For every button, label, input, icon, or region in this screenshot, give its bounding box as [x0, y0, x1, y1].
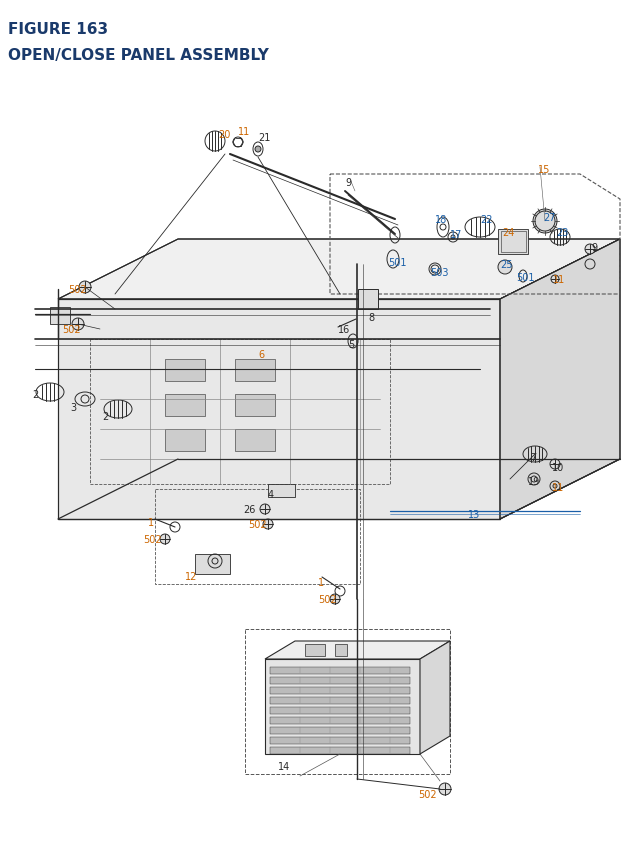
Text: 7: 7	[530, 453, 536, 462]
Bar	[270, 687, 410, 694]
Circle shape	[72, 319, 84, 331]
Text: 11: 11	[238, 127, 250, 137]
Circle shape	[550, 460, 560, 469]
Text: 3: 3	[70, 403, 76, 412]
Bar	[501, 232, 526, 253]
Text: 502: 502	[143, 535, 162, 544]
Text: 9: 9	[345, 177, 351, 188]
Circle shape	[260, 505, 270, 514]
Text: 502: 502	[318, 594, 337, 604]
Text: 502: 502	[418, 789, 436, 799]
Polygon shape	[265, 641, 450, 660]
Circle shape	[263, 519, 273, 530]
Circle shape	[330, 594, 340, 604]
Bar	[235, 394, 275, 417]
Text: 10: 10	[552, 462, 564, 473]
Bar	[155, 489, 360, 585]
Text: 23: 23	[556, 228, 568, 238]
Text: 1: 1	[318, 578, 324, 587]
Text: 502: 502	[68, 285, 86, 294]
Text: 12: 12	[185, 572, 197, 581]
Circle shape	[79, 282, 91, 294]
Text: 8: 8	[368, 313, 374, 323]
Circle shape	[533, 210, 557, 233]
Polygon shape	[195, 554, 230, 574]
Text: 24: 24	[502, 228, 515, 238]
Text: 15: 15	[538, 164, 550, 175]
Text: 22: 22	[480, 214, 493, 225]
Circle shape	[160, 535, 170, 544]
Text: 27: 27	[543, 213, 556, 223]
Bar	[270, 707, 410, 714]
Circle shape	[255, 147, 261, 152]
Polygon shape	[268, 485, 295, 498]
Circle shape	[498, 261, 512, 275]
Text: 501: 501	[388, 257, 406, 268]
Text: 9: 9	[591, 243, 597, 253]
Text: 2: 2	[102, 412, 108, 422]
Text: 2: 2	[32, 389, 38, 400]
Polygon shape	[420, 641, 450, 754]
Bar	[498, 230, 528, 255]
Bar	[270, 737, 410, 744]
Polygon shape	[265, 660, 420, 754]
Polygon shape	[358, 289, 378, 310]
Polygon shape	[58, 300, 500, 519]
Text: 5: 5	[348, 339, 355, 350]
Bar	[90, 339, 390, 485]
Text: 13: 13	[468, 510, 480, 519]
Text: 21: 21	[258, 133, 270, 143]
Text: 1: 1	[148, 517, 154, 528]
Polygon shape	[58, 239, 620, 300]
Bar	[305, 644, 325, 656]
Bar	[270, 747, 410, 754]
Text: 26: 26	[243, 505, 255, 514]
Bar	[270, 697, 410, 704]
Text: 14: 14	[278, 761, 291, 771]
Text: 4: 4	[268, 489, 274, 499]
Polygon shape	[50, 307, 70, 325]
Bar	[270, 678, 410, 684]
Circle shape	[551, 276, 559, 283]
Text: 502: 502	[62, 325, 81, 335]
Text: 20: 20	[218, 130, 230, 139]
Polygon shape	[500, 239, 620, 519]
Circle shape	[585, 245, 595, 255]
Text: 18: 18	[435, 214, 447, 225]
Text: 16: 16	[338, 325, 350, 335]
Text: FIGURE 163: FIGURE 163	[8, 22, 108, 37]
Text: 503: 503	[430, 268, 449, 278]
Bar	[270, 728, 410, 734]
Text: 19: 19	[528, 476, 540, 486]
Circle shape	[439, 784, 451, 795]
Bar	[165, 360, 205, 381]
Bar	[335, 644, 347, 656]
Bar	[270, 667, 410, 674]
Text: 11: 11	[553, 275, 565, 285]
Text: 501: 501	[516, 273, 534, 282]
Bar	[270, 717, 410, 724]
Text: 6: 6	[258, 350, 264, 360]
Text: 25: 25	[500, 260, 513, 269]
Text: 11: 11	[552, 482, 564, 492]
Bar	[165, 430, 205, 451]
Text: OPEN/CLOSE PANEL ASSEMBLY: OPEN/CLOSE PANEL ASSEMBLY	[8, 48, 269, 63]
Bar	[235, 360, 275, 381]
Text: 17: 17	[450, 230, 462, 239]
Bar	[165, 394, 205, 417]
Bar	[245, 629, 450, 774]
Text: 502: 502	[248, 519, 267, 530]
Bar	[235, 430, 275, 451]
